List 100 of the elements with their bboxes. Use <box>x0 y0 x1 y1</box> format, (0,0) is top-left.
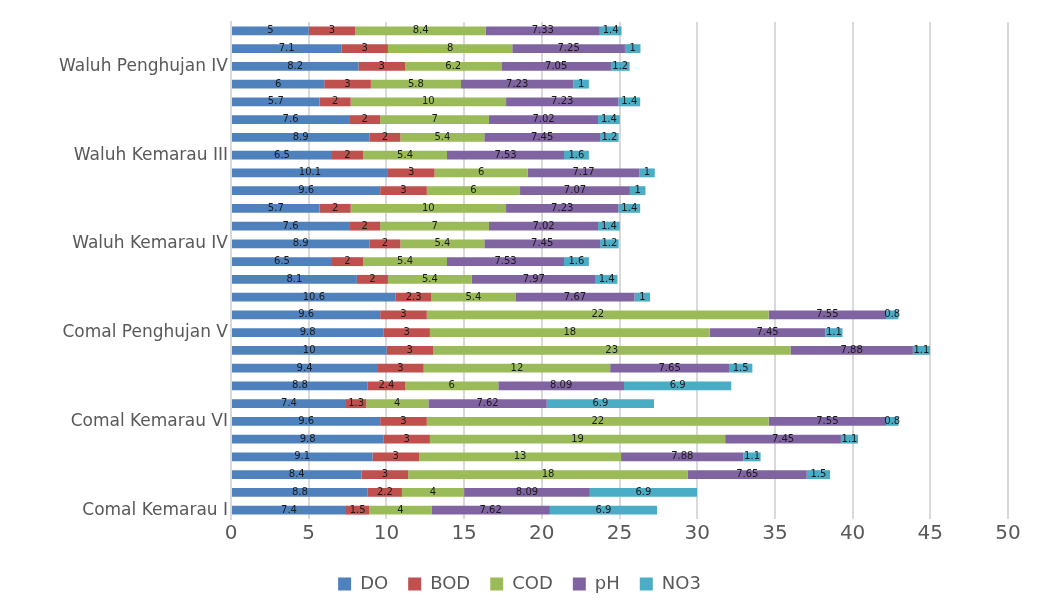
bar <box>506 97 619 107</box>
data-label: 7.25 <box>557 42 580 54</box>
data-label: 1 <box>634 184 641 196</box>
data-label: 13 <box>513 450 527 462</box>
bar <box>380 186 427 196</box>
data-label: 10 <box>421 95 435 107</box>
data-label: 2 <box>369 272 376 284</box>
bar <box>232 203 320 213</box>
y-tick-label: Comal Kemarau VI <box>70 409 228 430</box>
bar <box>488 115 599 125</box>
data-label: 1.1 <box>913 343 930 355</box>
bar <box>426 310 769 320</box>
bar <box>610 363 730 373</box>
data-label: 1.1 <box>841 432 858 444</box>
data-label: 5.4 <box>397 255 413 267</box>
data-label: 7.05 <box>545 59 568 71</box>
bar <box>380 115 489 125</box>
bar <box>232 97 320 107</box>
data-label: 5.4 <box>434 130 451 142</box>
data-label: 9.6 <box>298 184 315 196</box>
bar <box>527 168 640 178</box>
data-label: 3 <box>403 326 410 338</box>
data-label: 1.5 <box>732 361 749 373</box>
bar <box>232 399 346 409</box>
bar <box>232 434 384 444</box>
data-label: 1.4 <box>621 201 638 213</box>
data-label: 10.1 <box>298 166 322 178</box>
data-label: 5.4 <box>434 237 451 249</box>
bar <box>484 239 601 249</box>
bar <box>624 381 732 391</box>
data-label: 3 <box>361 42 368 54</box>
data-label: 10 <box>302 343 316 355</box>
data-label: 6 <box>478 166 485 178</box>
data-label: 1.4 <box>602 24 619 36</box>
bar <box>426 416 769 426</box>
data-label: 6.9 <box>635 485 652 497</box>
bar <box>369 239 401 249</box>
bar <box>639 168 655 178</box>
x-tick-label: 50 <box>995 520 1021 545</box>
data-label: 5.7 <box>267 95 284 107</box>
bar <box>366 399 429 409</box>
data-label: 7.53 <box>494 255 517 267</box>
data-label: 8.09 <box>550 379 573 391</box>
data-label: 12 <box>510 361 524 373</box>
data-label: 7 <box>431 113 438 125</box>
data-label: 5 <box>267 24 274 36</box>
data-label: 2 <box>344 255 351 267</box>
data-label: 5.8 <box>407 77 424 89</box>
x-tick-label: 0 <box>224 520 238 545</box>
bar <box>429 434 726 444</box>
bar <box>687 470 807 480</box>
x-tick-label: 40 <box>839 520 866 545</box>
bar <box>308 26 356 36</box>
bar <box>232 274 357 284</box>
bar <box>232 345 387 355</box>
bar <box>405 381 499 391</box>
data-label: 1.1 <box>744 450 761 462</box>
data-label: 1.4 <box>600 113 617 125</box>
data-label: 7.65 <box>736 468 759 480</box>
bar <box>361 470 409 480</box>
data-label: 1.2 <box>601 130 618 142</box>
data-label: 8.4 <box>412 24 429 36</box>
data-label: 7.23 <box>506 77 529 89</box>
bar <box>232 416 381 426</box>
data-label: 1.4 <box>621 95 638 107</box>
data-label: 7.53 <box>494 148 517 160</box>
x-tick-label: 30 <box>684 520 710 545</box>
x-tick-label: 45 <box>917 520 944 545</box>
bar <box>232 61 359 71</box>
x-tick-label: 10 <box>373 520 400 545</box>
data-label: 3 <box>397 361 404 373</box>
data-label: 22 <box>591 414 605 426</box>
data-label: 7.23 <box>551 201 574 213</box>
data-label: 9.6 <box>298 414 315 426</box>
bar <box>498 381 625 391</box>
data-label: 6.5 <box>274 148 290 160</box>
bar <box>232 239 370 249</box>
data-label: 19 <box>571 432 584 444</box>
bar <box>447 150 565 160</box>
y-tick-label: Waluh Penghujan IV <box>59 54 229 75</box>
data-label: 9.8 <box>299 326 316 338</box>
bar <box>408 470 688 480</box>
data-label: 10 <box>421 201 435 213</box>
data-label: 8.8 <box>291 485 308 497</box>
data-label: 7.45 <box>771 432 795 444</box>
bar <box>485 26 600 36</box>
bar <box>232 44 342 54</box>
bar <box>506 203 619 213</box>
bar <box>512 44 625 54</box>
data-label: 7.23 <box>551 95 574 107</box>
data-label: 7.88 <box>671 450 694 462</box>
bar <box>549 505 658 515</box>
data-label: 3 <box>378 59 385 71</box>
data-label: 7.65 <box>658 361 681 373</box>
bar <box>387 168 435 178</box>
bar <box>621 452 744 462</box>
data-label: 7.62 <box>479 503 502 515</box>
data-label: 7 <box>431 219 438 231</box>
data-label: 10.6 <box>302 290 325 302</box>
data-label: 6.9 <box>595 503 612 515</box>
